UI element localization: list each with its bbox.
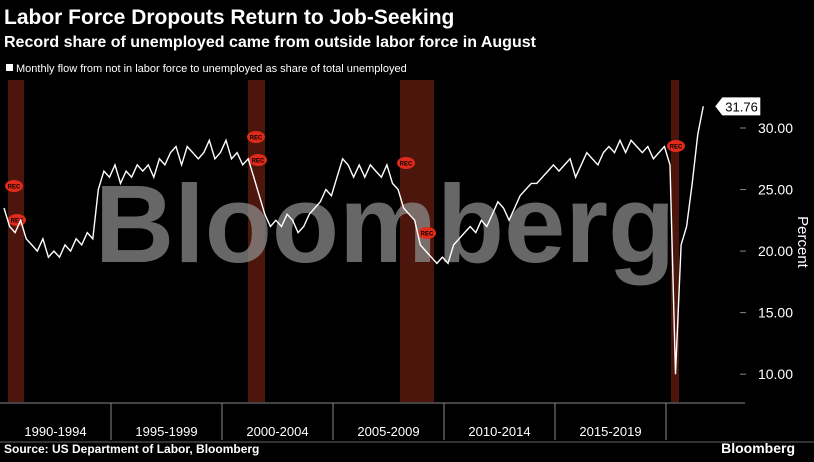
legend-swatch	[6, 64, 13, 71]
recession-label: REC	[252, 159, 265, 165]
x-tick-label: 2015-2019	[579, 424, 641, 439]
x-tick-label: 1990-1994	[24, 424, 86, 439]
y-tick-label: 15.00	[758, 305, 793, 321]
recession-label: REC	[250, 136, 263, 142]
recession-marker	[667, 140, 685, 152]
recession-label: REC	[400, 162, 413, 168]
watermark: Bloomberg	[95, 163, 676, 286]
brand: Bloomberg	[721, 440, 795, 456]
value-label: 31.76	[725, 99, 758, 114]
recession-label: REC	[8, 185, 21, 191]
x-tick-label: 1995-1999	[135, 424, 197, 439]
recession-marker	[249, 154, 267, 166]
y-tick-label: 20.00	[758, 243, 793, 259]
x-tick-label: 2010-2014	[468, 424, 530, 439]
recession-label: REC	[11, 219, 24, 225]
recession-label: REC	[421, 232, 434, 238]
recession-label: REC	[670, 145, 683, 151]
recession-marker	[418, 227, 436, 239]
value-label-box	[715, 97, 761, 116]
recession-marker	[397, 157, 415, 169]
recession-marker	[5, 180, 23, 192]
y-axis-label: Percent	[794, 216, 811, 269]
y-tick-label: 25.00	[758, 182, 793, 198]
chart-title: Labor Force Dropouts Return to Job-Seeki…	[4, 6, 454, 29]
y-tick-label: 30.00	[758, 120, 793, 136]
source: Source: US Department of Labor, Bloomber…	[4, 442, 259, 456]
chart-subtitle: Record share of unemployed came from out…	[4, 34, 537, 51]
y-tick-label: 10.00	[758, 366, 793, 382]
data-line	[3, 106, 704, 375]
x-tick-label: 2000-2004	[246, 424, 308, 439]
x-tick-label: 2005-2009	[357, 424, 419, 439]
recession-marker	[247, 131, 265, 143]
legend-label: Monthly flow from not in labor force to …	[16, 63, 407, 75]
